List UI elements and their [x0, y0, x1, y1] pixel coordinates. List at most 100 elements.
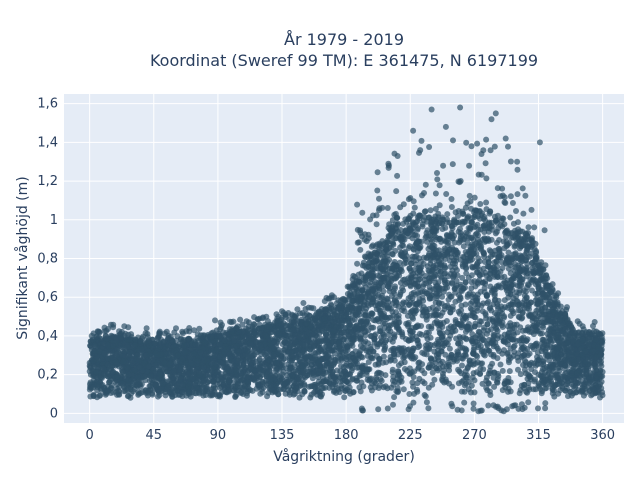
data-point	[439, 358, 446, 365]
data-point	[400, 386, 407, 393]
data-point	[517, 324, 524, 331]
data-point	[367, 384, 374, 391]
data-point	[414, 380, 421, 387]
data-point	[406, 327, 413, 334]
data-point	[108, 390, 114, 396]
data-point	[421, 392, 428, 398]
data-point	[535, 283, 542, 290]
data-point	[562, 362, 569, 369]
data-point	[413, 219, 419, 226]
data-point	[439, 226, 446, 232]
data-point	[307, 394, 314, 401]
data-point	[296, 394, 303, 401]
data-point	[334, 367, 341, 374]
data-point	[409, 379, 416, 386]
data-point	[476, 321, 483, 328]
data-point	[539, 366, 546, 373]
data-point	[381, 254, 388, 261]
data-point	[384, 237, 391, 244]
data-point	[389, 366, 396, 373]
data-point	[459, 274, 466, 281]
data-point	[435, 305, 441, 312]
data-point	[475, 226, 482, 233]
data-point	[423, 351, 430, 358]
data-point	[219, 360, 226, 367]
data-point	[501, 381, 508, 387]
data-point	[484, 321, 491, 328]
data-point	[462, 279, 469, 286]
data-point	[371, 335, 378, 342]
data-point	[523, 273, 530, 280]
data-point	[465, 213, 472, 220]
data-point	[542, 352, 549, 359]
data-point	[400, 220, 407, 227]
data-point	[507, 312, 514, 319]
data-point	[388, 230, 395, 237]
data-point	[382, 372, 389, 379]
data-point	[390, 241, 397, 248]
data-point	[493, 239, 500, 246]
data-point	[441, 245, 448, 252]
data-point	[462, 301, 469, 308]
data-point	[499, 324, 506, 330]
data-point	[400, 287, 407, 294]
data-point	[486, 275, 493, 282]
data-point	[211, 352, 218, 359]
data-point	[497, 361, 504, 368]
data-point	[428, 323, 435, 330]
data-point	[419, 349, 426, 356]
data-point	[425, 329, 432, 336]
data-point	[375, 291, 382, 298]
data-point	[397, 244, 404, 251]
data-point	[336, 345, 343, 352]
data-point	[506, 368, 513, 375]
data-point	[397, 279, 404, 286]
data-point	[441, 367, 447, 374]
data-point	[455, 228, 462, 235]
data-point	[499, 367, 506, 374]
data-point	[388, 268, 395, 275]
data-point	[162, 392, 169, 399]
data-point	[475, 232, 481, 239]
data-point	[445, 273, 452, 280]
data-point	[582, 389, 589, 396]
data-point	[316, 330, 323, 337]
data-point	[401, 366, 408, 372]
data-point	[301, 388, 308, 395]
data-point	[429, 369, 436, 376]
data-point	[280, 386, 287, 393]
data-point	[482, 310, 489, 317]
data-point	[492, 230, 499, 237]
data-point	[394, 389, 401, 396]
data-point	[478, 348, 485, 355]
data-point	[487, 388, 493, 395]
data-point	[341, 394, 348, 401]
data-point	[590, 348, 597, 355]
data-point	[383, 359, 390, 366]
data-point	[389, 250, 396, 257]
data-point	[467, 300, 474, 307]
data-point	[493, 379, 500, 385]
data-point	[376, 273, 383, 280]
data-point	[530, 331, 537, 338]
data-point	[515, 366, 521, 373]
data-point	[418, 264, 425, 271]
data-point	[87, 393, 94, 400]
data-point	[482, 269, 489, 276]
data-point	[459, 362, 465, 369]
data-point	[481, 251, 487, 257]
data-point	[400, 304, 407, 311]
data-point	[469, 263, 476, 270]
data-point	[526, 386, 533, 393]
data-point	[477, 360, 484, 367]
data-point	[484, 340, 490, 347]
data-point	[263, 362, 270, 369]
data-point	[506, 240, 513, 247]
data-point	[385, 276, 392, 283]
data-point	[476, 329, 483, 336]
data-point	[403, 320, 410, 327]
data-point	[475, 255, 482, 262]
data-point	[147, 383, 154, 389]
data-point	[500, 238, 507, 245]
data-point	[293, 354, 300, 361]
